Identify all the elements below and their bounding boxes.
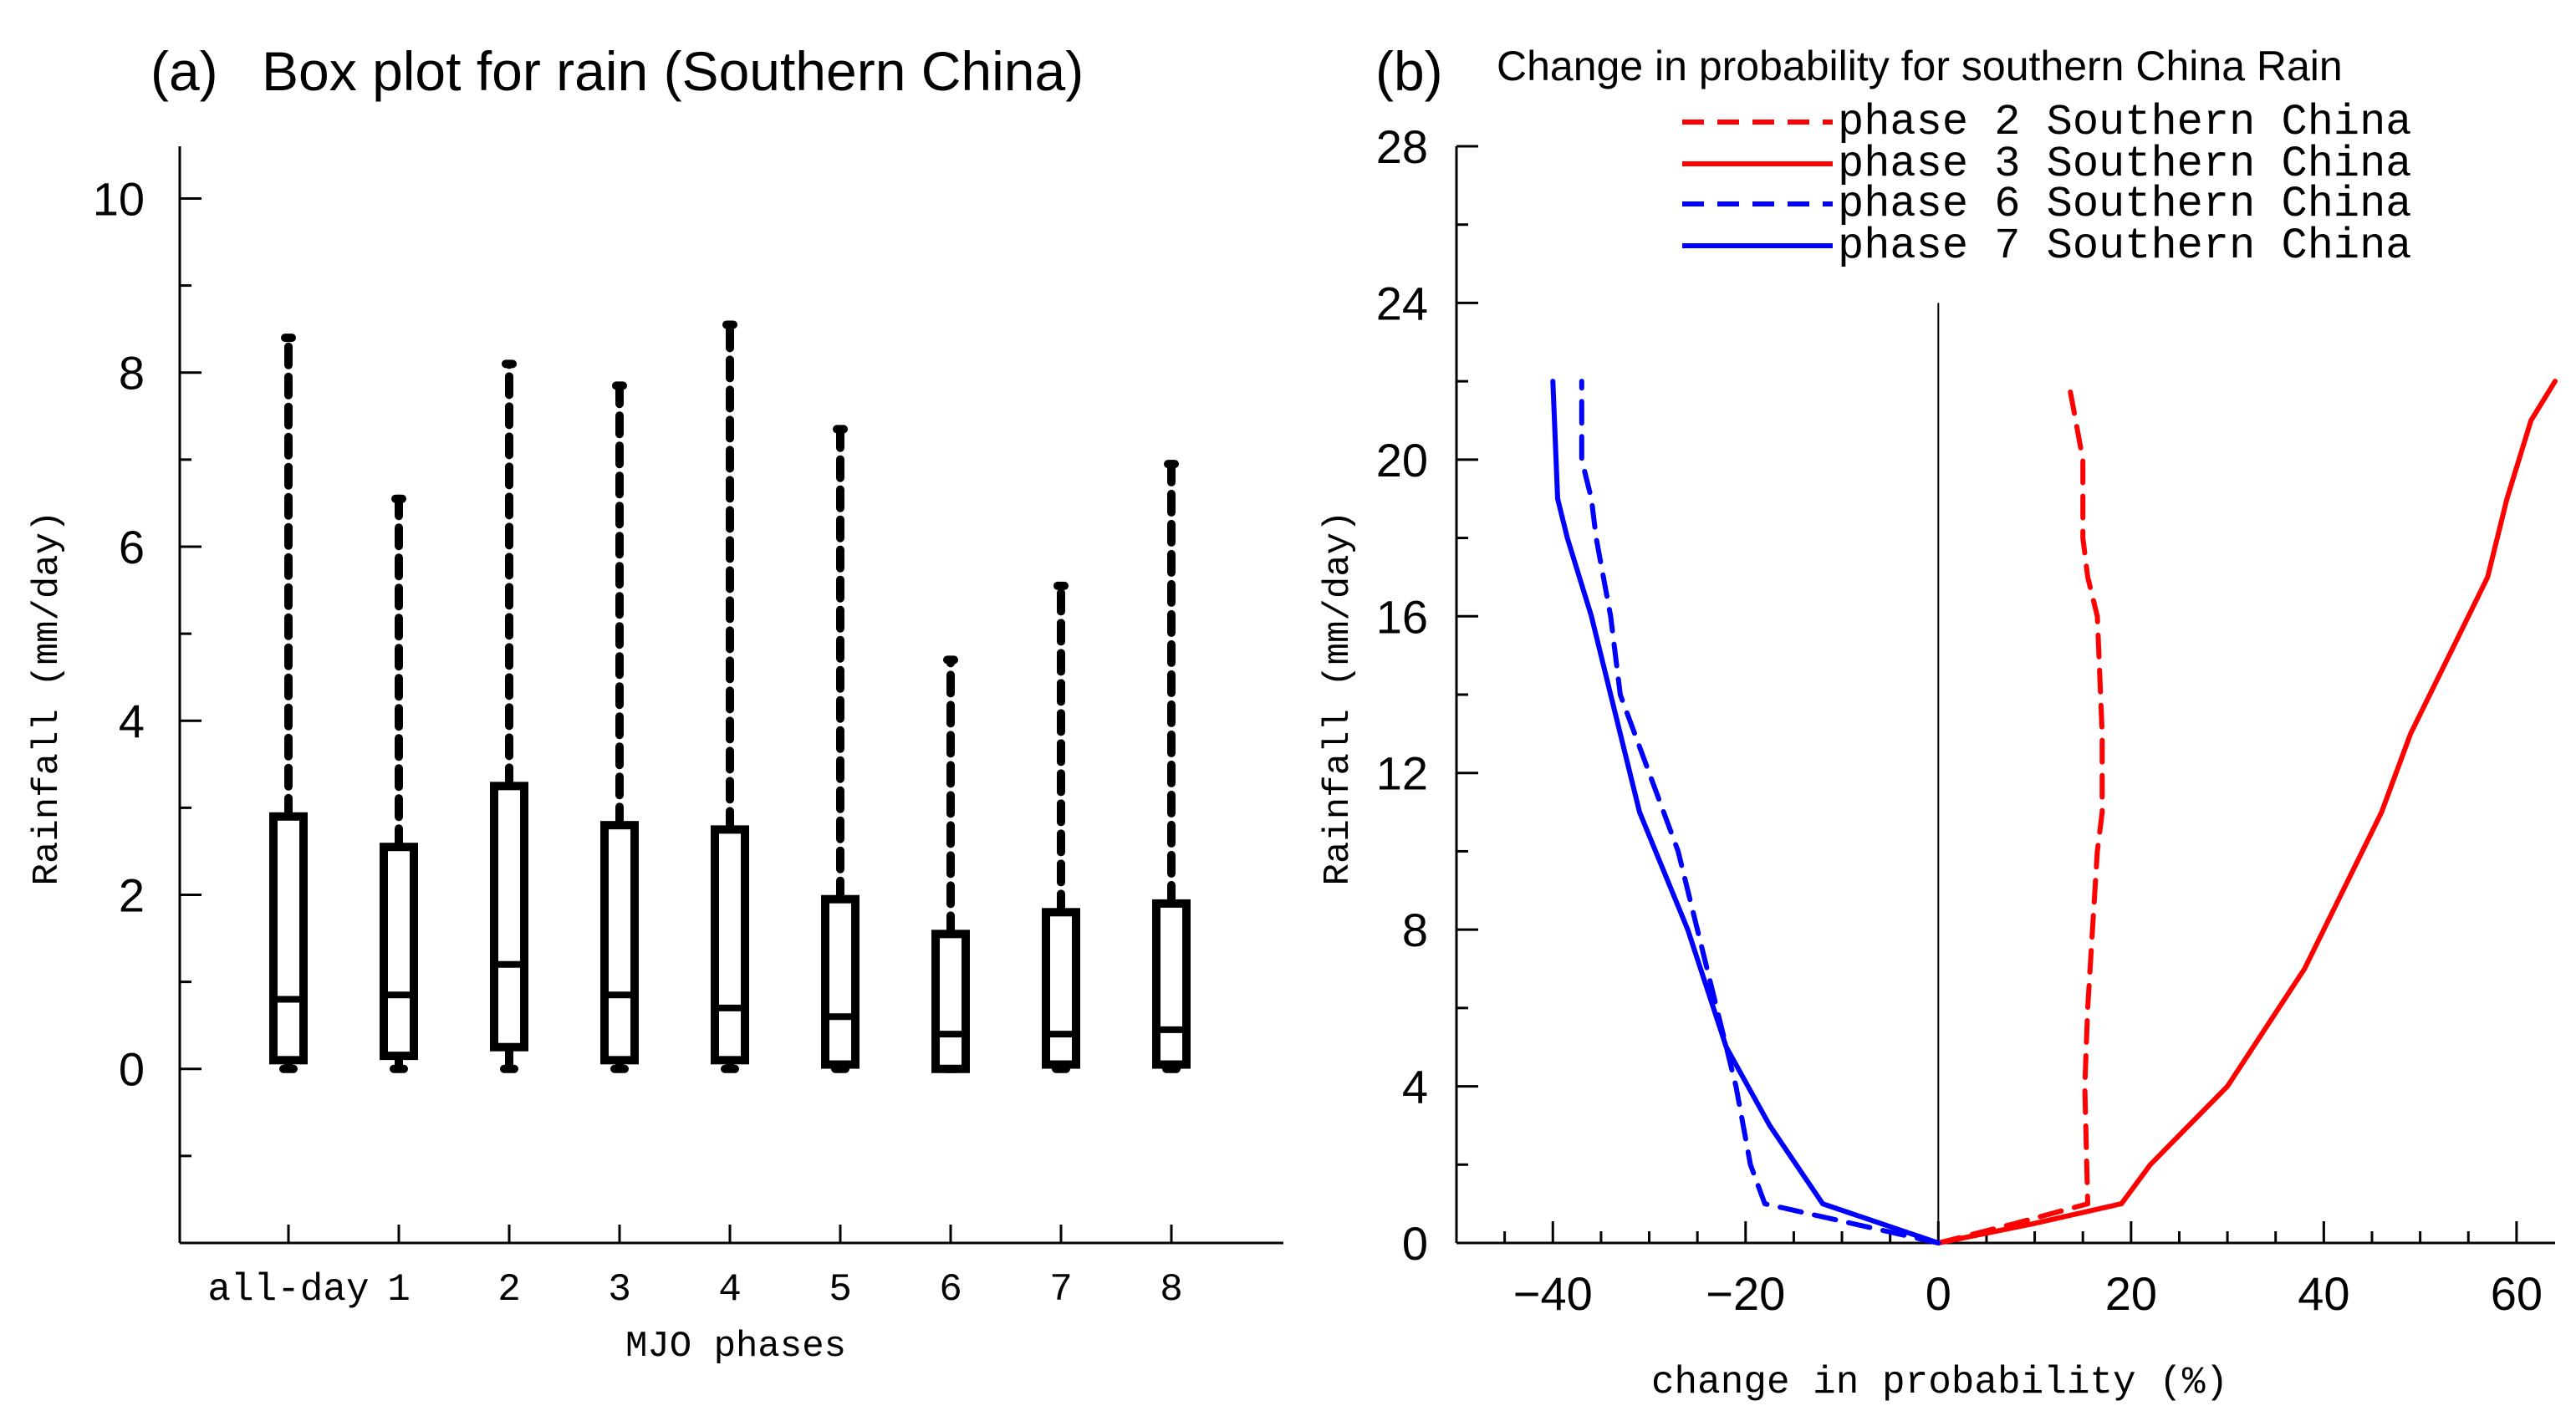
panel-a-label: (a) (150, 40, 218, 102)
panel-b-series (1550, 379, 2558, 1245)
panel-a-x-tick-labels: all-day 1 2 3 4 5 6 7 8 (207, 1268, 1182, 1312)
panel-a-axes (178, 146, 1283, 1245)
panel-a-x-tick-label: 4 (718, 1268, 742, 1312)
box-iqr (1042, 908, 1080, 1069)
panel-b-x-tick-label: 0 (1926, 1267, 1951, 1320)
panel-b-y-axis-label: Rainfall (mm/day) (1318, 511, 1359, 886)
legend-label-2: phase 3 Southern China (1838, 140, 2412, 189)
panel-b-x-tick-label: −40 (1513, 1267, 1593, 1320)
panel-b-x-tick-label: 40 (2298, 1267, 2349, 1320)
panel-b-label: (b) (1375, 40, 1443, 102)
box-iqr (821, 894, 860, 1069)
box-iqr (600, 821, 639, 1065)
panel-b-y-tick-label: 4 (1402, 1061, 1428, 1113)
panel-b-y-tick-label: 12 (1376, 747, 1428, 800)
legend-label-1: phase 2 Southern China (1838, 98, 2412, 147)
panel-a-x-tick-label: 8 (1160, 1268, 1183, 1312)
panel-b-y-tick-label: 0 (1402, 1217, 1428, 1270)
panel-a-boxes (269, 320, 1191, 1073)
panel-b-y-tick-label: 16 (1376, 590, 1428, 643)
panel-a-x-tick-label: 3 (608, 1268, 631, 1312)
panel-b-y-tick-label: 28 (1376, 120, 1428, 173)
panel-b-title: Change in probability for southern China… (1497, 43, 2343, 89)
panel-a-x-tick-label: 7 (1049, 1268, 1073, 1312)
series-line-2 (1936, 379, 2558, 1245)
panel-a-y-tick-label: 8 (119, 347, 145, 400)
series-line-4 (1550, 379, 1941, 1245)
panel-a-box-plot: (a) Box plot for rain (Southern China) 0… (27, 40, 1283, 1368)
panel-a-x-tick-label: 2 (497, 1268, 521, 1312)
box-iqr (1152, 899, 1191, 1069)
series-line-3 (1579, 379, 1941, 1245)
panel-a-y-axis-label: Rainfall (mm/day) (27, 511, 69, 886)
panel-a-y-tick-label: 4 (119, 695, 145, 747)
panel-b-x-tick-label: 20 (2105, 1267, 2157, 1320)
legend-label-3: phase 6 Southern China (1838, 180, 2412, 229)
box-iqr (490, 782, 528, 1052)
panel-a-x-axis-label: MJO phases (625, 1326, 846, 1368)
box-iqr (380, 843, 418, 1061)
panel-b-line-chart: (b) Change in probability for southern C… (1318, 40, 2558, 1404)
panel-a-y-tick-label: 2 (119, 868, 145, 921)
box-iqr (711, 825, 749, 1065)
panel-b-y-tick-label: 24 (1376, 277, 1428, 329)
panel-b-y-tick-labels: 0 4 8 12 16 20 24 28 (1376, 120, 1428, 1270)
legend-label-4: phase 7 Southern China (1838, 222, 2412, 271)
panel-a-x-tick-label: all-day (207, 1268, 369, 1312)
panel-a-title: Box plot for rain (Southern China) (262, 40, 1084, 102)
panel-a-y-tick-label: 6 (119, 521, 145, 573)
panel-b-y-tick-label: 20 (1376, 434, 1428, 486)
series-line-1 (1936, 379, 2105, 1245)
panel-a-y-tick-label: 10 (93, 172, 145, 225)
panel-a-y-tick-label: 0 (119, 1043, 145, 1096)
panel-a-x-tick-label: 6 (939, 1268, 962, 1312)
panel-a-x-tick-label: 1 (387, 1268, 411, 1312)
panel-b-x-axis-label: change in probability (%) (1651, 1361, 2228, 1404)
panel-b-x-tick-label: −20 (1706, 1267, 1785, 1320)
panel-b-y-tick-label: 8 (1402, 904, 1428, 956)
panel-b-x-tick-labels: −40 −20 0 20 40 60 (1513, 1267, 2543, 1320)
panel-a-x-tick-label: 5 (829, 1268, 852, 1312)
panel-b-axes (1455, 145, 2555, 1245)
panel-a-y-tick-labels: 0 2 4 6 8 10 (93, 172, 145, 1095)
box-iqr (931, 930, 970, 1073)
panel-b-x-tick-label: 60 (2491, 1267, 2543, 1320)
box-iqr (269, 812, 308, 1065)
